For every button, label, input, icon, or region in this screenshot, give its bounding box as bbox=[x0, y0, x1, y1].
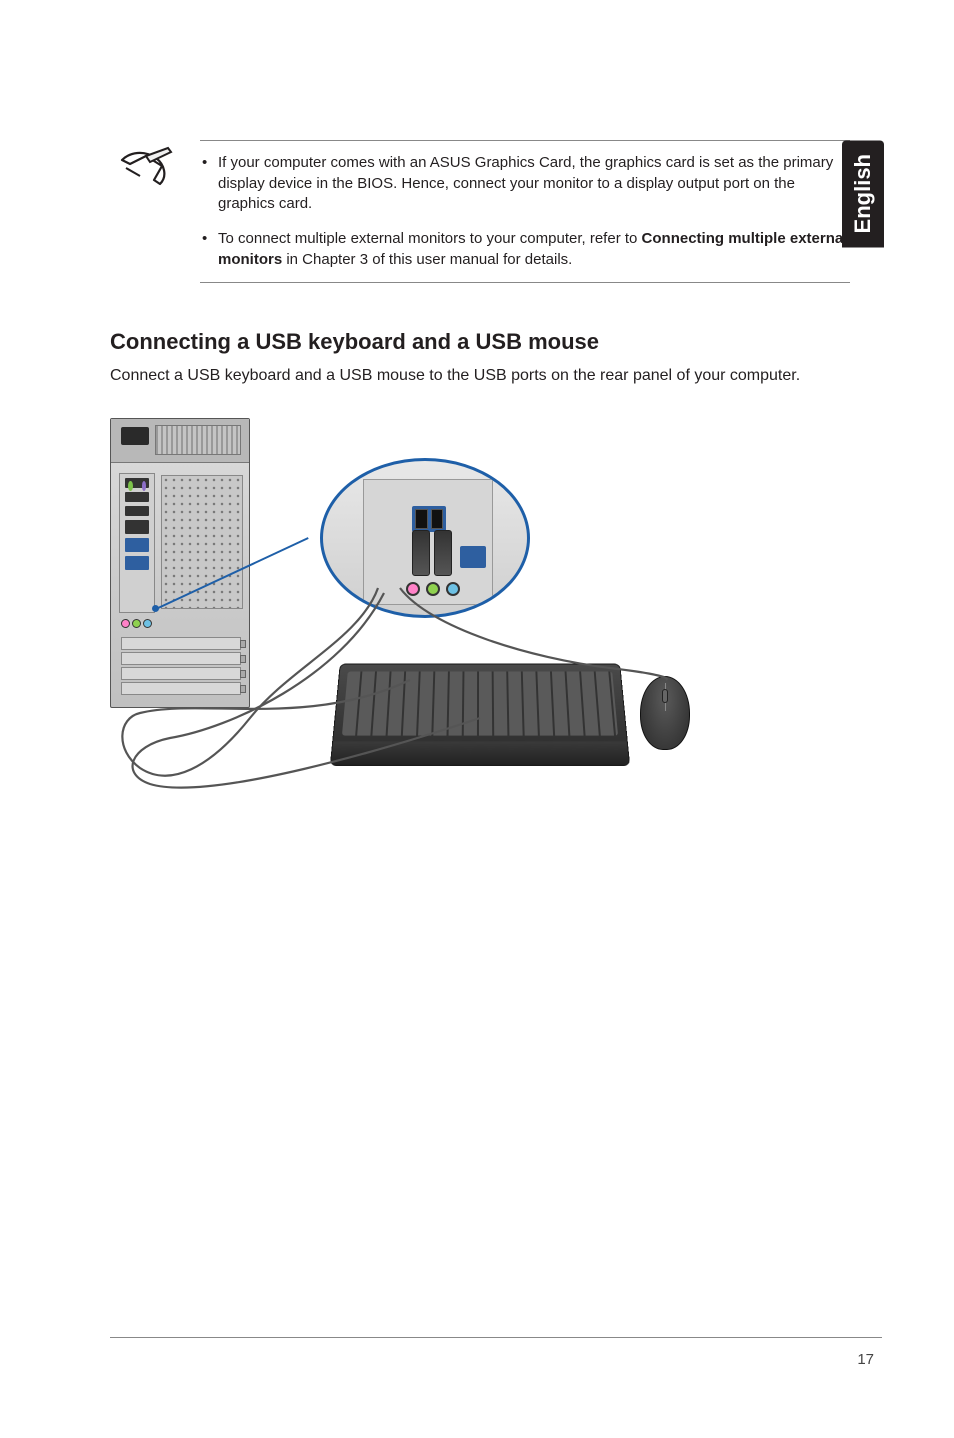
expansion-slots bbox=[121, 637, 241, 701]
usb-keyboard bbox=[330, 664, 630, 766]
note-text-post: in Chapter 3 of this user manual for det… bbox=[282, 251, 572, 268]
connection-diagram bbox=[110, 418, 710, 798]
pen-hand-icon bbox=[110, 140, 180, 283]
usb-plug bbox=[412, 530, 430, 576]
pc-tower-rear bbox=[110, 418, 250, 708]
note-content: If your computer comes with an ASUS Grap… bbox=[200, 140, 850, 283]
usb3-ports bbox=[460, 546, 486, 568]
ps2-port bbox=[142, 481, 147, 491]
page-number: 17 bbox=[857, 1351, 874, 1368]
ps2-port bbox=[128, 481, 133, 491]
usb-plug bbox=[434, 530, 452, 576]
port bbox=[125, 520, 149, 534]
note-callout: If your computer comes with an ASUS Grap… bbox=[110, 140, 850, 283]
psu-vent bbox=[155, 425, 241, 455]
usb-mouse bbox=[640, 676, 690, 750]
note-text: If your computer comes with an ASUS Grap… bbox=[218, 154, 833, 212]
audio-jacks-zoom bbox=[406, 582, 460, 596]
psu-socket bbox=[121, 427, 149, 445]
case-mesh bbox=[161, 475, 243, 609]
usb2-ports bbox=[412, 506, 446, 532]
note-item-2: To connect multiple external monitors to… bbox=[200, 229, 850, 270]
port bbox=[125, 506, 149, 516]
section-body: Connect a USB keyboard and a USB mouse t… bbox=[110, 365, 850, 387]
note-text-pre: To connect multiple external monitors to… bbox=[218, 230, 642, 247]
section-heading: Connecting a USB keyboard and a USB mous… bbox=[110, 329, 884, 355]
port bbox=[125, 492, 149, 502]
note-item-1: If your computer comes with an ASUS Grap… bbox=[200, 153, 850, 215]
footer-rule bbox=[110, 1337, 882, 1338]
zoom-detail bbox=[320, 458, 530, 618]
usb-port bbox=[125, 556, 149, 570]
audio-jacks bbox=[119, 617, 155, 633]
usb-port bbox=[125, 538, 149, 552]
io-panel bbox=[119, 473, 155, 613]
